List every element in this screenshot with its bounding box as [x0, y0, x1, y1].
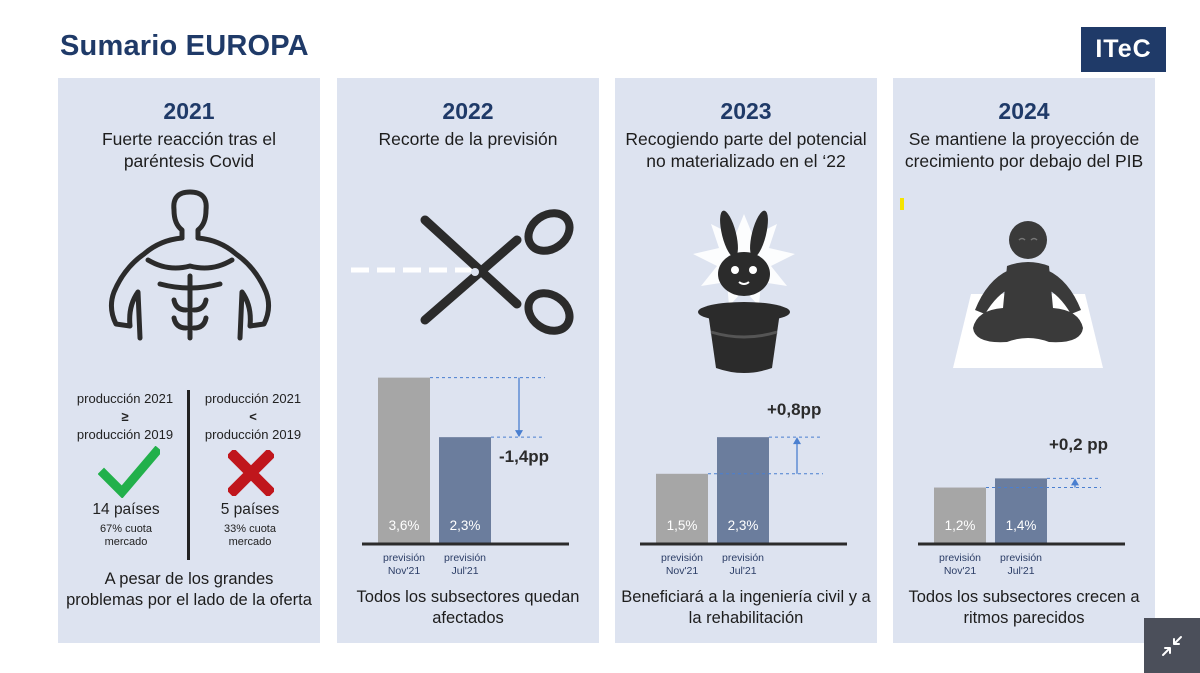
panel-2024: 2024 Se mantiene la proyección de crecim… — [893, 78, 1155, 643]
panel-2021: 2021 Fuerte reacción tras el paréntesis … — [58, 78, 320, 643]
check-icon — [98, 446, 160, 498]
panel-2022: 2022 Recorte de la previsión 3,6% previsi… — [337, 78, 599, 643]
comparison-operator: < — [249, 409, 257, 424]
comparison-line: producción 2019 — [204, 427, 302, 442]
footer-line: Beneficiará a la ingeniería civil y a la… — [621, 588, 871, 627]
change-arrowhead — [515, 430, 523, 438]
chart-bar — [995, 478, 1047, 543]
meditation-icon — [953, 221, 1103, 368]
bar-category-label: previsión Nov'21 — [939, 552, 981, 577]
country-count: 14 países — [92, 501, 160, 518]
change-label: +0,8pp — [767, 400, 821, 419]
bar-category-label: previsión Jul'21 — [1000, 552, 1042, 577]
panel-subtitle: Fuerte reacción tras el paréntesis Covid — [101, 129, 277, 171]
bar-value-label: 1,4% — [1006, 518, 1037, 533]
comparison-line: producción 2021 — [204, 391, 302, 406]
bar-category-label: previsión Nov'21 — [383, 552, 425, 577]
market-share-line: 67% cuota — [100, 523, 152, 535]
chart-bar — [717, 437, 769, 543]
change-arrowhead — [793, 437, 801, 445]
panel-year: 2023 — [720, 98, 772, 124]
market-share-line: mercado — [104, 536, 148, 548]
panel-footer: Todos los subsectores crecen a ritmos pa… — [908, 588, 1140, 627]
bar-value-label: 1,2% — [945, 518, 976, 533]
chart-bar — [378, 377, 430, 543]
comparison-lt: producción 2021 < producción 2019 — [192, 390, 314, 444]
chart-bar — [934, 487, 986, 543]
forecast-chart-2024: 1,2% previsión Nov'21 1,4% previsión Jul'21 +0… — [918, 435, 1125, 577]
collapse-button[interactable] — [1144, 618, 1200, 673]
chart-bar — [439, 437, 491, 543]
muscular-torso-icon — [108, 189, 272, 341]
panel-year: 2024 — [998, 98, 1050, 124]
market-share: 33% cuota mercado — [198, 523, 302, 549]
market-share: 67% cuota mercado — [74, 523, 178, 549]
panel-subtitle: Recorte de la previsión — [378, 129, 558, 149]
panel-footer: Todos los subsectores quedan afectados — [356, 588, 580, 627]
comparison-line: producción 2019 — [76, 427, 174, 442]
page-title: Sumario EUROPA — [60, 30, 309, 62]
cross-icon — [228, 450, 274, 496]
bar-value-label: 2,3% — [728, 518, 759, 533]
country-count: 5 países — [220, 501, 280, 518]
panel-subtitle: Se mantiene la proyección de crecimiento… — [904, 129, 1144, 171]
panel-2023: 2023 Recogiendo parte del potencial no m… — [615, 78, 877, 643]
rabbit-hat-icon — [693, 210, 795, 373]
comparison-operator: ≥ — [121, 409, 129, 424]
panel-footer: A pesar de los grandes problemas por el … — [66, 570, 312, 609]
forecast-chart-2023: 1,5% previsión Nov'21 2,3% previsión Jul'21 +0… — [640, 400, 847, 577]
change-label: +0,2 pp — [1049, 435, 1108, 454]
highlight-mark — [900, 198, 904, 210]
panel-subtitle: Recogiendo parte del potencial no materi… — [625, 129, 867, 171]
comparison-line: producción 2021 — [76, 391, 174, 406]
market-share-line: 33% cuota — [224, 523, 276, 535]
panel-footer: Beneficiará a la ingeniería civil y a la… — [621, 587, 871, 629]
comparison-ge: producción 2021 ≥ producción 2019 — [66, 390, 184, 444]
market-share-line: mercado — [228, 536, 272, 548]
panel-year: 2021 — [163, 98, 215, 124]
scissors-icon — [351, 209, 574, 335]
bar-value-label: 2,3% — [450, 518, 481, 533]
forecast-chart-2022: 3,6% previsión Nov'21 2,3% previsión Jul'21 -1… — [362, 377, 569, 577]
change-arrowhead — [1071, 478, 1079, 486]
bar-category-label: previsión Jul'21 — [722, 552, 764, 577]
bar-category-label: previsión Jul'21 — [444, 552, 486, 577]
change-label: -1,4pp — [499, 447, 549, 466]
itec-logo: ITeC — [1081, 27, 1166, 72]
bar-category-label: previsión Nov'21 — [661, 552, 703, 577]
bar-value-label: 1,5% — [667, 518, 698, 533]
divider — [187, 390, 190, 560]
collapse-icon — [1162, 635, 1182, 656]
bar-value-label: 3,6% — [389, 518, 420, 533]
panel-year: 2022 — [442, 98, 494, 124]
chart-bar — [656, 473, 708, 543]
